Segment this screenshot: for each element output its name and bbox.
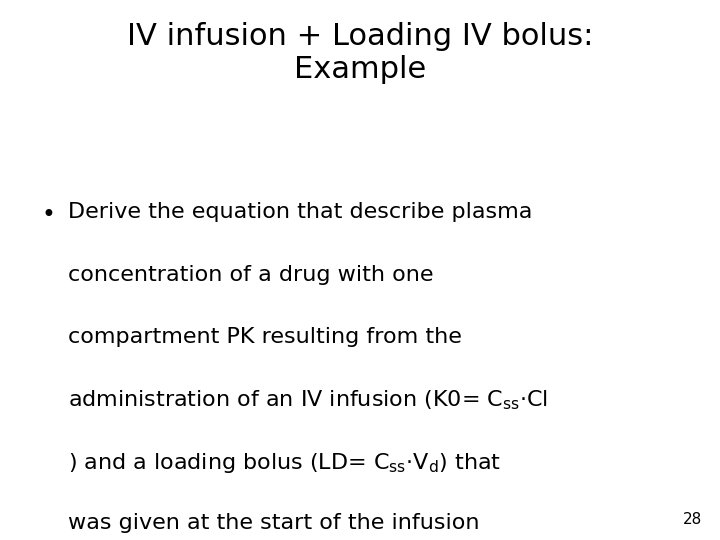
Text: was given at the start of the infusion: was given at the start of the infusion [68,513,480,533]
Text: administration of an IV infusion (K0= $\mathregular{C_{ss}}$·Cl: administration of an IV infusion (K0= $\… [68,389,549,413]
Text: compartment PK resulting from the: compartment PK resulting from the [68,327,462,347]
Text: Derive the equation that describe plasma: Derive the equation that describe plasma [68,202,533,222]
Text: •: • [42,202,55,226]
Text: concentration of a drug with one: concentration of a drug with one [68,265,434,285]
Text: IV infusion + Loading IV bolus:
Example: IV infusion + Loading IV bolus: Example [127,22,593,84]
Text: 28: 28 [683,511,702,526]
Text: ) and a loading bolus (LD= $\mathregular{C_{ss}}$·$\mathregular{V_d}$) that: ) and a loading bolus (LD= $\mathregular… [68,451,501,475]
